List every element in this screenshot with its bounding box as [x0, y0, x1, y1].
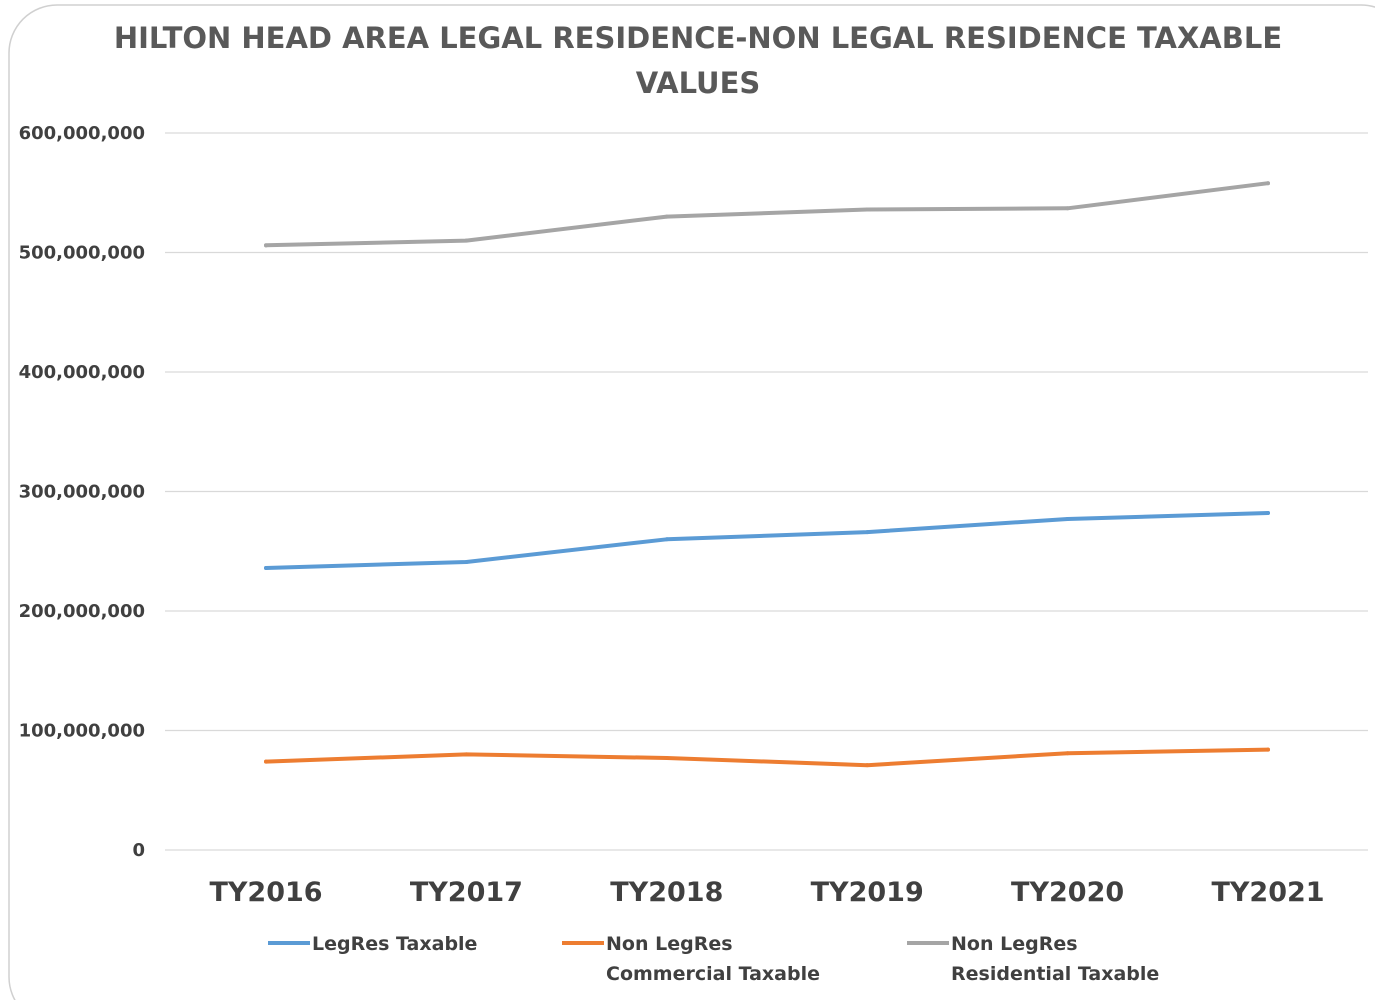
x-tick-label: TY2019	[811, 877, 924, 908]
legend-label: Non LegRes	[606, 933, 733, 955]
y-tick-label: 400,000,000	[19, 362, 145, 383]
chart-border	[8, 4, 1375, 1004]
chart-title-line-1: HILTON HEAD AREA LEGAL RESIDENCE-NON LEG…	[114, 21, 1282, 55]
data-point	[865, 530, 870, 535]
x-tick-label: TY2020	[1011, 877, 1124, 908]
data-point	[1065, 516, 1070, 521]
y-tick-label: 0	[132, 840, 145, 861]
series-line	[264, 747, 1270, 768]
legend-label: Residential Taxable	[951, 963, 1159, 985]
chart-title-line-2: VALUES	[636, 66, 761, 100]
y-tick-label: 500,000,000	[19, 243, 145, 264]
y-tick-label: 200,000,000	[19, 601, 145, 622]
data-point	[664, 214, 669, 219]
x-tick-label: TY2016	[209, 877, 322, 908]
legend-label: Non LegRes	[951, 933, 1078, 955]
data-point	[464, 238, 469, 243]
data-point	[264, 243, 268, 248]
legend-label: LegRes Taxable	[312, 933, 477, 955]
data-point	[264, 565, 268, 570]
data-point	[865, 207, 870, 212]
x-axis-tick-labels: TY2016 TY2017 TY2018 TY2019 TY2020 TY2021	[209, 877, 1324, 908]
series-line	[264, 511, 1270, 570]
data-point	[464, 752, 469, 757]
gridlines	[165, 132, 1368, 851]
data-point	[664, 537, 669, 542]
x-tick-label: TY2018	[610, 877, 723, 908]
data-point	[1065, 206, 1070, 211]
series-line	[264, 181, 1270, 248]
data-point	[1266, 511, 1270, 516]
data-point	[1266, 181, 1270, 186]
data-point	[264, 759, 268, 764]
data-point	[865, 763, 870, 768]
data-point	[1266, 747, 1270, 752]
legend: LegRes Taxable Non LegRes Commercial Taxab…	[268, 933, 1159, 985]
data-point	[464, 560, 469, 565]
y-tick-label: 100,000,000	[19, 721, 145, 742]
legend-label: Commercial Taxable	[606, 963, 820, 985]
y-tick-label: 300,000,000	[19, 482, 145, 503]
y-axis-tick-labels: 0 100,000,000 200,000,000 300,000,000 400,00…	[19, 123, 145, 861]
x-tick-label: TY2017	[410, 877, 523, 908]
series-lines	[264, 181, 1270, 768]
data-point	[1065, 751, 1070, 756]
x-tick-label: TY2021	[1211, 877, 1324, 908]
data-point	[664, 755, 669, 760]
y-tick-label: 600,000,000	[19, 123, 145, 144]
